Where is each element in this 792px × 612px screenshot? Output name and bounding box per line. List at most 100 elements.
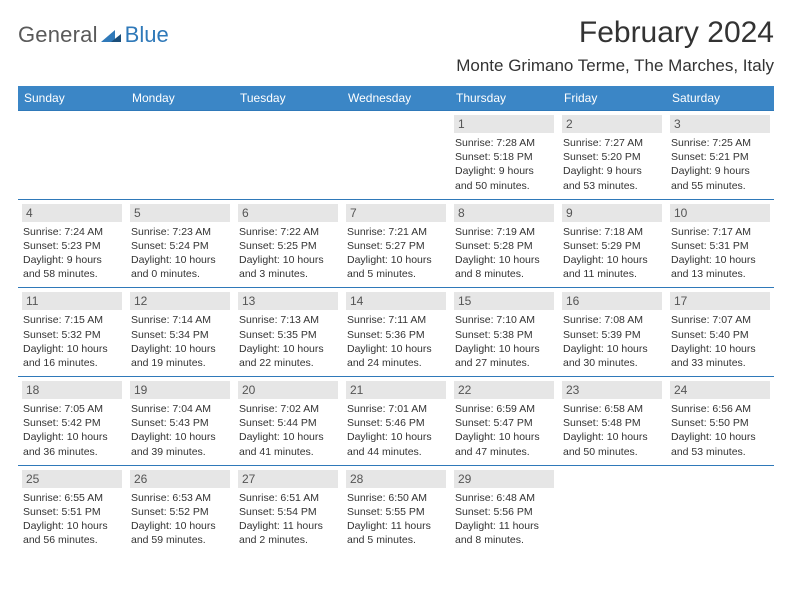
sunset-line: Sunset: 5:18 PM	[455, 150, 553, 164]
location-subtitle: Monte Grimano Terme, The Marches, Italy	[456, 56, 774, 76]
sunrise-line: Sunrise: 7:14 AM	[131, 313, 229, 327]
empty-cell	[234, 110, 342, 199]
day-info: Sunrise: 7:07 AMSunset: 5:40 PMDaylight:…	[670, 313, 770, 370]
sunrise-line: Sunrise: 7:28 AM	[455, 136, 553, 150]
day-cell: 9Sunrise: 7:18 AMSunset: 5:29 PMDaylight…	[558, 199, 666, 288]
daylight-line: Daylight: 9 hours and 58 minutes.	[23, 253, 121, 281]
daylight-line: Daylight: 10 hours and 11 minutes.	[563, 253, 661, 281]
sunrise-line: Sunrise: 7:01 AM	[347, 402, 445, 416]
sunrise-line: Sunrise: 6:56 AM	[671, 402, 769, 416]
day-info: Sunrise: 7:05 AMSunset: 5:42 PMDaylight:…	[22, 402, 122, 459]
day-number: 22	[454, 381, 554, 399]
day-number: 27	[238, 470, 338, 488]
day-number: 28	[346, 470, 446, 488]
logo-triangle-icon	[101, 26, 121, 42]
daylight-line: Daylight: 10 hours and 16 minutes.	[23, 342, 121, 370]
sunset-line: Sunset: 5:23 PM	[23, 239, 121, 253]
sunset-line: Sunset: 5:50 PM	[671, 416, 769, 430]
day-cell: 26Sunrise: 6:53 AMSunset: 5:52 PMDayligh…	[126, 465, 234, 554]
sunrise-line: Sunrise: 6:50 AM	[347, 491, 445, 505]
daylight-line: Daylight: 10 hours and 24 minutes.	[347, 342, 445, 370]
day-info: Sunrise: 7:18 AMSunset: 5:29 PMDaylight:…	[562, 225, 662, 282]
day-info: Sunrise: 7:02 AMSunset: 5:44 PMDaylight:…	[238, 402, 338, 459]
day-cell: 15Sunrise: 7:10 AMSunset: 5:38 PMDayligh…	[450, 287, 558, 376]
day-number: 17	[670, 292, 770, 310]
empty-cell	[18, 110, 126, 199]
weekday-header: Saturday	[666, 86, 774, 110]
day-cell: 29 Sunrise: 6:48 AMSunset: 5:56 PMDayligh…	[450, 465, 558, 554]
day-number: 3	[670, 115, 770, 133]
daylight-line: Daylight: 10 hours and 30 minutes.	[563, 342, 661, 370]
day-info: Sunrise: 6:50 AMSunset: 5:55 PMDaylight:…	[346, 491, 446, 548]
sunset-line: Sunset: 5:56 PM	[455, 505, 553, 519]
empty-cell	[342, 110, 450, 199]
sunrise-line: Sunrise: 7:23 AM	[131, 225, 229, 239]
day-number: 7	[346, 204, 446, 222]
sunset-line: Sunset: 5:36 PM	[347, 328, 445, 342]
day-cell: 28 Sunrise: 6:50 AMSunset: 5:55 PMDayligh…	[342, 465, 450, 554]
day-number: 19	[130, 381, 230, 399]
day-info: Sunrise: 7:11 AMSunset: 5:36 PMDaylight:…	[346, 313, 446, 370]
day-cell: 23Sunrise: 6:58 AMSunset: 5:48 PMDayligh…	[558, 376, 666, 465]
day-number: 25	[22, 470, 122, 488]
daylight-line: Daylight: 10 hours and 50 minutes.	[563, 430, 661, 458]
sunrise-line: Sunrise: 7:27 AM	[563, 136, 661, 150]
day-info: Sunrise: 6:48 AMSunset: 5:56 PMDaylight:…	[454, 491, 554, 548]
daylight-line: Daylight: 9 hours and 53 minutes.	[563, 164, 661, 192]
daylight-line: Daylight: 10 hours and 8 minutes.	[455, 253, 553, 281]
sunrise-line: Sunrise: 7:10 AM	[455, 313, 553, 327]
title-block: February 2024 Monte Grimano Terme, The M…	[456, 16, 774, 76]
sunrise-line: Sunrise: 7:05 AM	[23, 402, 121, 416]
day-number: 11	[22, 292, 122, 310]
day-cell: 11 Sunrise: 7:15 AMSunset: 5:32 PMDayligh…	[18, 287, 126, 376]
day-cell: 12 Sunrise: 7:14 AMSunset: 5:34 PMDayligh…	[126, 287, 234, 376]
day-number: 29	[454, 470, 554, 488]
daylight-line: Daylight: 10 hours and 0 minutes.	[131, 253, 229, 281]
day-number: 13	[238, 292, 338, 310]
day-info: Sunrise: 6:51 AMSunset: 5:54 PMDaylight:…	[238, 491, 338, 548]
sunset-line: Sunset: 5:46 PM	[347, 416, 445, 430]
day-number: 23	[562, 381, 662, 399]
day-cell: 14Sunrise: 7:11 AMSunset: 5:36 PMDayligh…	[342, 287, 450, 376]
sunrise-line: Sunrise: 6:53 AM	[131, 491, 229, 505]
sunset-line: Sunset: 5:34 PM	[131, 328, 229, 342]
day-info: Sunrise: 6:59 AMSunset: 5:47 PMDaylight:…	[454, 402, 554, 459]
daylight-line: Daylight: 9 hours and 50 minutes.	[455, 164, 553, 192]
daylight-line: Daylight: 10 hours and 3 minutes.	[239, 253, 337, 281]
sunset-line: Sunset: 5:38 PM	[455, 328, 553, 342]
day-number: 10	[670, 204, 770, 222]
day-cell: 4 Sunrise: 7:24 AMSunset: 5:23 PMDaylight…	[18, 199, 126, 288]
day-cell: 7Sunrise: 7:21 AMSunset: 5:27 PMDaylight…	[342, 199, 450, 288]
day-cell: 19Sunrise: 7:04 AMSunset: 5:43 PMDayligh…	[126, 376, 234, 465]
daylight-line: Daylight: 10 hours and 41 minutes.	[239, 430, 337, 458]
sunset-line: Sunset: 5:48 PM	[563, 416, 661, 430]
day-cell: 22 Sunrise: 6:59 AMSunset: 5:47 PMDayligh…	[450, 376, 558, 465]
weekday-header: Sunday	[18, 86, 126, 110]
empty-cell	[666, 465, 774, 554]
sunrise-line: Sunrise: 6:59 AM	[455, 402, 553, 416]
day-number: 12	[130, 292, 230, 310]
weekday-header: Tuesday	[234, 86, 342, 110]
day-cell: 16Sunrise: 7:08 AMSunset: 5:39 PMDayligh…	[558, 287, 666, 376]
header-row: General Blue February 2024 Monte Grimano…	[18, 16, 774, 76]
logo: General Blue	[18, 22, 169, 48]
day-cell: 2Sunrise: 7:27 AMSunset: 5:20 PMDaylight…	[558, 110, 666, 199]
day-info: Sunrise: 7:15 AMSunset: 5:32 PMDaylight:…	[22, 313, 122, 370]
day-cell: 8Sunrise: 7:19 AMSunset: 5:28 PMDaylight…	[450, 199, 558, 288]
sunrise-line: Sunrise: 7:07 AM	[671, 313, 769, 327]
day-number: 4	[22, 204, 122, 222]
day-info: Sunrise: 7:27 AMSunset: 5:20 PMDaylight:…	[562, 136, 662, 193]
daylight-line: Daylight: 10 hours and 33 minutes.	[671, 342, 769, 370]
sunrise-line: Sunrise: 7:15 AM	[23, 313, 121, 327]
day-cell: 13Sunrise: 7:13 AMSunset: 5:35 PMDayligh…	[234, 287, 342, 376]
sunrise-line: Sunrise: 6:48 AM	[455, 491, 553, 505]
weekday-header: Friday	[558, 86, 666, 110]
sunrise-line: Sunrise: 7:08 AM	[563, 313, 661, 327]
daylight-line: Daylight: 10 hours and 19 minutes.	[131, 342, 229, 370]
sunset-line: Sunset: 5:24 PM	[131, 239, 229, 253]
day-cell: 1Sunrise: 7:28 AMSunset: 5:18 PMDaylight…	[450, 110, 558, 199]
sunset-line: Sunset: 5:42 PM	[23, 416, 121, 430]
day-info: Sunrise: 7:24 AMSunset: 5:23 PMDaylight:…	[22, 225, 122, 282]
sunset-line: Sunset: 5:21 PM	[671, 150, 769, 164]
day-info: Sunrise: 7:23 AMSunset: 5:24 PMDaylight:…	[130, 225, 230, 282]
